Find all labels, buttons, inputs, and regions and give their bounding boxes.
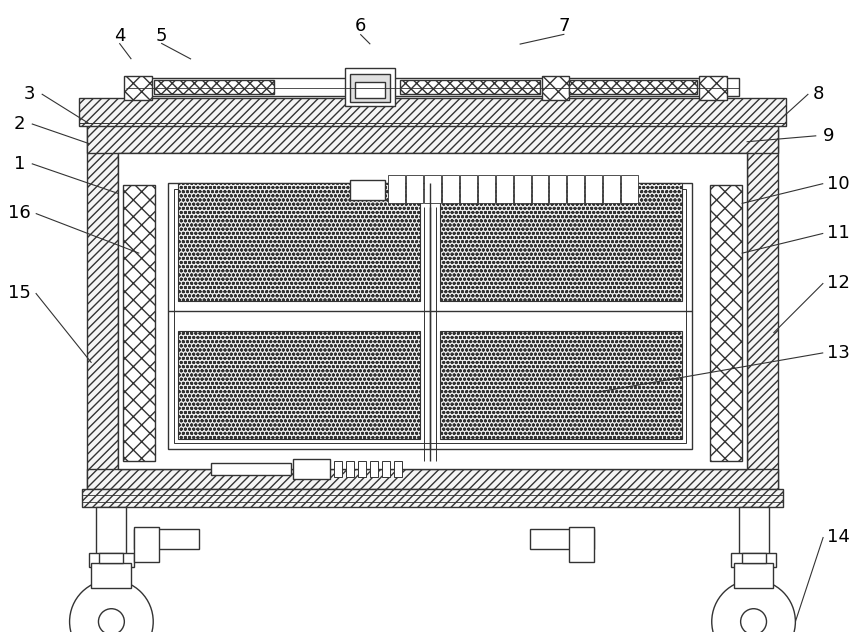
Bar (529, 529, 595, 549)
Bar (88, 553, 135, 567)
Circle shape (740, 609, 766, 633)
Bar (174, 189, 686, 444)
Bar (135, 527, 160, 562)
Bar (346, 68, 396, 106)
Bar (100, 553, 124, 563)
Text: 9: 9 (823, 127, 834, 145)
Bar (532, 175, 548, 203)
Text: 14: 14 (827, 528, 849, 546)
Text: 10: 10 (827, 175, 849, 192)
Text: 2: 2 (14, 115, 26, 133)
Bar (371, 461, 378, 477)
Bar (400, 80, 540, 94)
Text: 1: 1 (14, 154, 26, 173)
Bar (92, 563, 131, 588)
Text: 11: 11 (827, 224, 849, 242)
Circle shape (69, 580, 154, 633)
Bar (350, 180, 385, 199)
Circle shape (712, 580, 795, 633)
Text: 4: 4 (113, 27, 125, 45)
Text: 15: 15 (9, 284, 31, 302)
Bar (549, 175, 566, 203)
Bar (359, 461, 366, 477)
Bar (746, 121, 778, 489)
Text: 13: 13 (827, 344, 849, 362)
Bar (335, 461, 342, 477)
Bar (178, 182, 420, 301)
Text: 8: 8 (813, 85, 824, 103)
Bar (739, 507, 769, 559)
Bar (496, 175, 512, 203)
Bar (347, 461, 354, 477)
Bar (135, 529, 199, 549)
Bar (406, 175, 423, 203)
Bar (126, 78, 739, 96)
Bar (541, 76, 570, 100)
Bar (603, 175, 620, 203)
Bar (567, 175, 584, 203)
Bar (124, 185, 155, 461)
Bar (82, 489, 783, 507)
Bar (570, 80, 697, 94)
Bar (621, 175, 638, 203)
Bar (350, 74, 390, 102)
Bar (96, 507, 126, 559)
Bar (440, 182, 682, 301)
Bar (355, 82, 385, 98)
Bar (293, 460, 330, 479)
Bar (734, 563, 773, 588)
Bar (394, 461, 402, 477)
Bar (388, 175, 405, 203)
Bar (514, 175, 530, 203)
Bar (424, 175, 441, 203)
Bar (178, 331, 420, 439)
Bar (478, 175, 495, 203)
Bar (382, 461, 390, 477)
Circle shape (99, 609, 124, 633)
Bar (442, 175, 459, 203)
Bar (570, 527, 595, 562)
Text: 12: 12 (827, 274, 849, 292)
Bar (211, 463, 291, 475)
Bar (87, 121, 118, 489)
Bar (698, 76, 727, 100)
Bar (440, 331, 682, 439)
Bar (87, 469, 778, 489)
Bar (118, 153, 746, 469)
Bar (585, 175, 602, 203)
Bar (731, 553, 776, 567)
Bar (124, 76, 152, 100)
Text: 16: 16 (9, 204, 31, 222)
Text: 6: 6 (354, 17, 366, 35)
Bar (79, 98, 787, 126)
Text: 3: 3 (24, 85, 35, 103)
Text: 5: 5 (155, 27, 167, 45)
Bar (460, 175, 477, 203)
Bar (168, 182, 692, 449)
Bar (154, 80, 274, 94)
Text: 7: 7 (559, 17, 571, 35)
Bar (741, 553, 765, 563)
Bar (87, 121, 778, 153)
Bar (710, 185, 741, 461)
